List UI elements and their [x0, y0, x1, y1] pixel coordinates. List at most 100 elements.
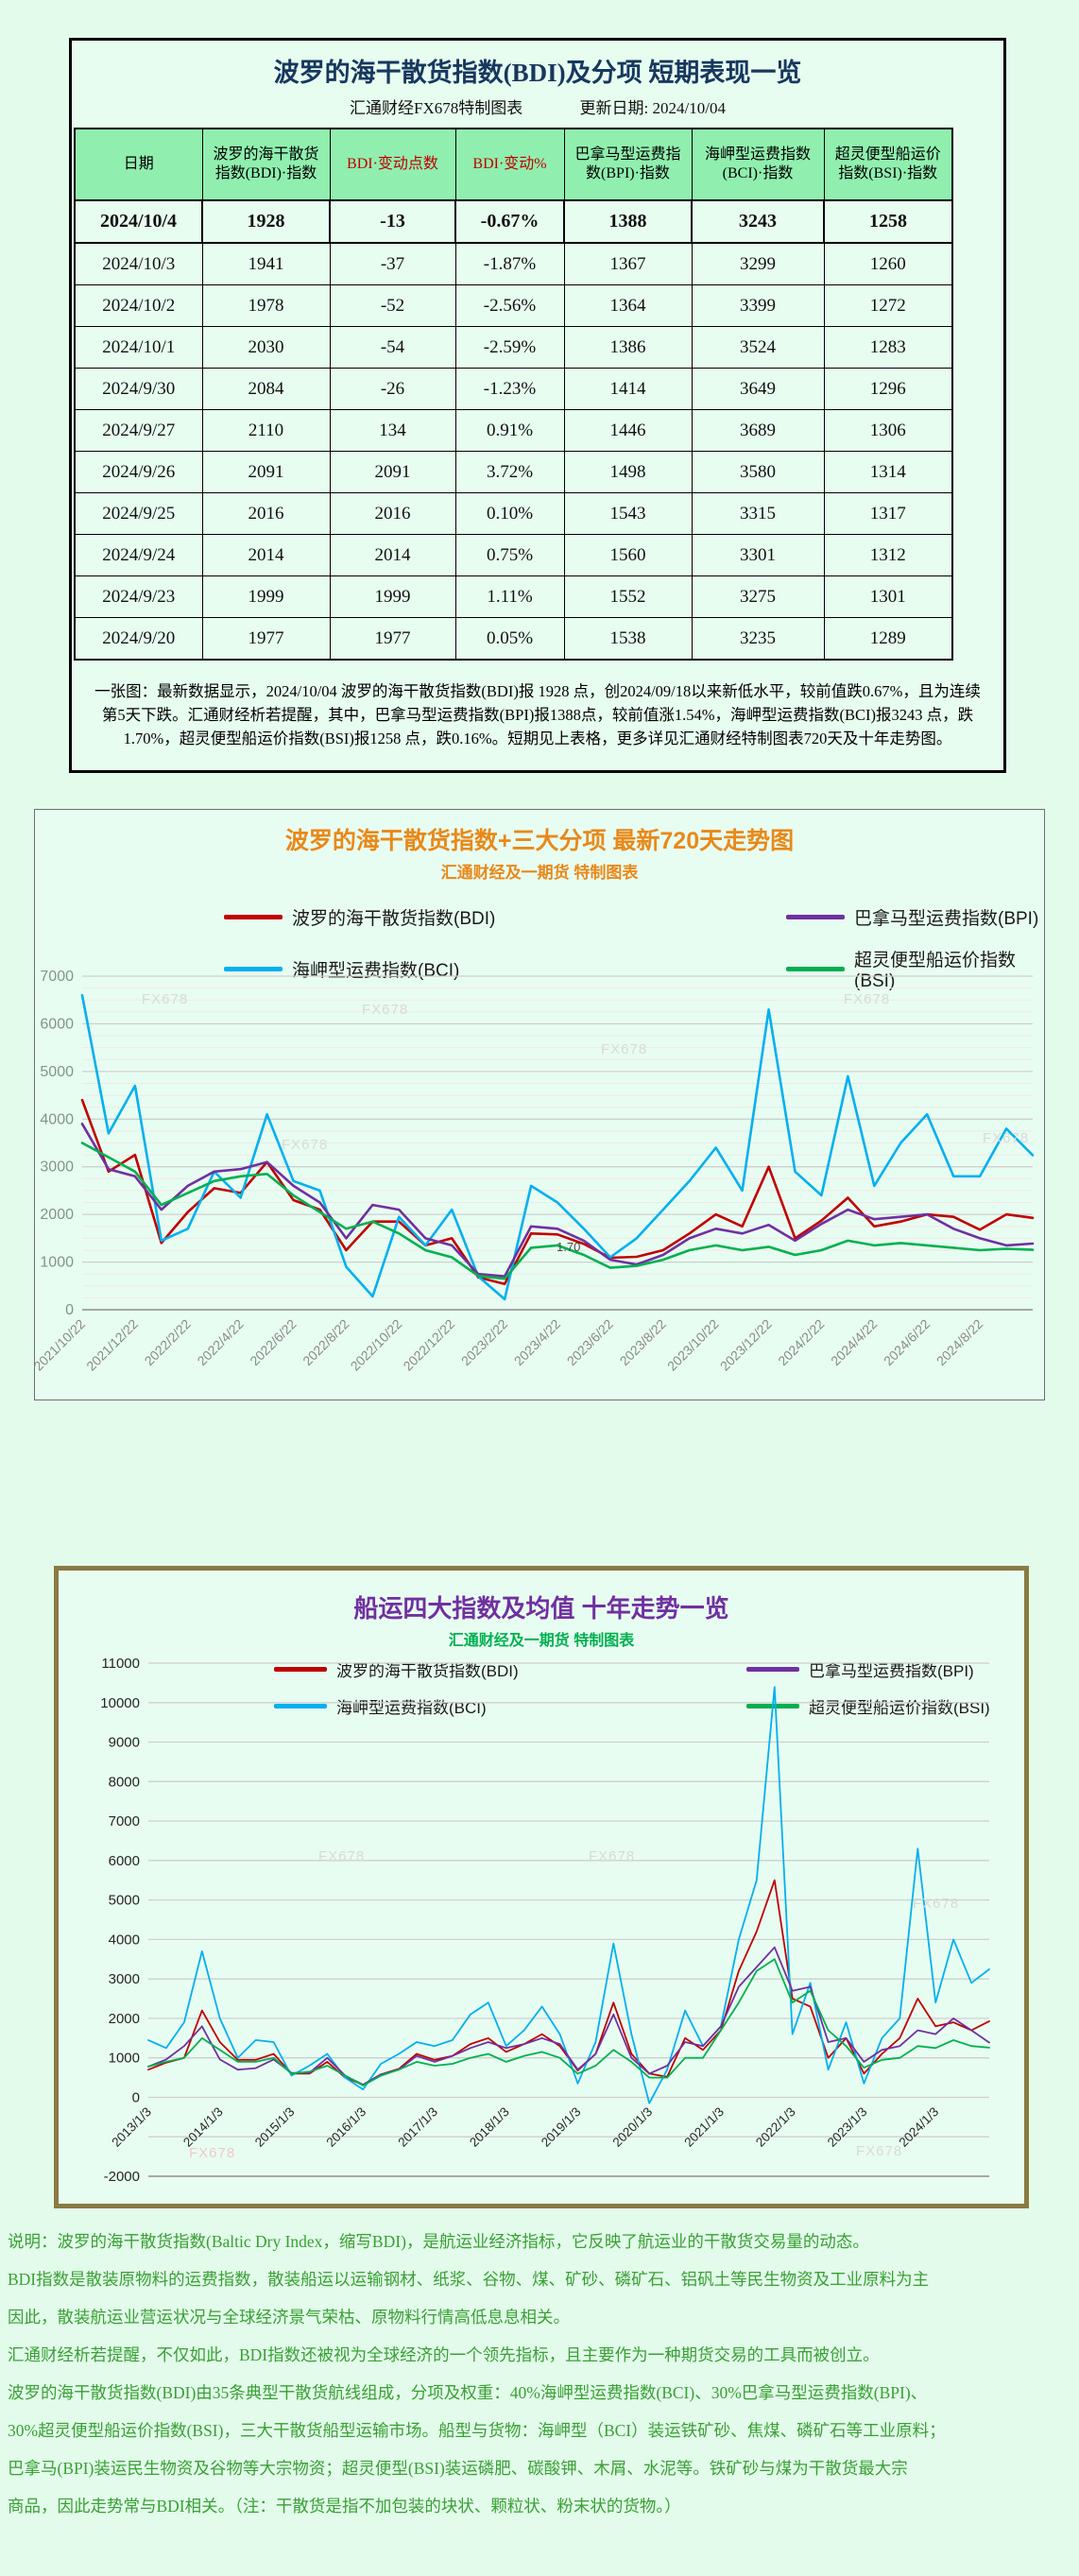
x-axis-tick-label: 2022/4/22: [194, 1316, 247, 1369]
chart-720d-panel: 波罗的海干散货指数+三大分项 最新720天走势图 汇通财经及一期货 特制图表 波…: [34, 809, 1045, 1400]
chart-10y-title: 船运四大指数及均值 十年走势一览: [353, 1594, 729, 1623]
table-row: 2024/10/3 1941 -37 -1.87% 1367 3299 1260: [74, 242, 953, 285]
series-line: [80, 1122, 1035, 1279]
svg-text:3000: 3000: [109, 1971, 140, 1987]
table-cell: 1283: [823, 326, 953, 369]
x-axis-tick-label: 2022/8/22: [300, 1316, 352, 1369]
svg-text:2000: 2000: [109, 2011, 140, 2027]
table-cell: -0.67%: [454, 199, 565, 244]
table-cell: 2110: [201, 409, 331, 452]
svg-text:1000: 1000: [40, 1255, 74, 1271]
series-line: [80, 1142, 1035, 1280]
explanation-line: BDI指数是散装原物料的运费指数，散装船运以运输钢材、纸浆、谷物、煤、矿砂、磷矿…: [8, 2270, 930, 2289]
table-cell: 2030: [201, 326, 331, 369]
svg-text:10000: 10000: [100, 1695, 140, 1711]
table-cell: 1543: [563, 492, 693, 535]
column-header: BDI·变动点数: [329, 128, 456, 201]
legend-label: 海岬型运费指数(BCI): [336, 1699, 487, 1717]
table-cell: 2024/9/30: [74, 368, 203, 410]
chart-10y-subtitle: 汇通财经及一期货 特制图表: [448, 1633, 635, 1649]
series-line: [80, 993, 1035, 1301]
explanation-line: 波罗的海干散货指数(BDI)由35条典型干散货航线组成，分项及权重：40%海岬型…: [8, 2383, 928, 2402]
legend-label: 超灵便型船运价指数(BSI): [809, 1699, 990, 1717]
svg-text:6000: 6000: [109, 1853, 140, 1869]
svg-text:2000: 2000: [40, 1207, 74, 1223]
table-cell: 2091: [329, 451, 456, 493]
legend-item: 波罗的海干散货指数(BDI): [274, 1657, 746, 1681]
x-axis-tick-label: 2022/2/22: [142, 1316, 195, 1369]
table-cell: 1928: [201, 199, 331, 244]
table-cell: 1414: [563, 368, 693, 410]
table-cell: 2016: [329, 492, 456, 535]
table-header-row: 日期 波罗的海干散货指数(BDI)·指数 BDI·变动点数 BDI·变动% 巴拿马型运费…: [74, 128, 953, 201]
table-cell: -52: [329, 284, 456, 327]
explanation-line: 巴拿马(BPI)装运民生物资及谷物等大宗物资；超灵便型(BSI)装运磷肥、碳酸钾…: [8, 2459, 908, 2478]
table-cell: 1941: [201, 242, 331, 285]
table-cell: 1999: [201, 575, 331, 618]
table-cell: 0.05%: [454, 617, 565, 661]
x-axis-tick-label: 2023/4/22: [511, 1316, 564, 1369]
x-axis-tick-label: 2019/1/3: [539, 2104, 584, 2150]
table-cell: 1306: [823, 409, 953, 452]
x-axis-tick-label: 2024/8/22: [933, 1316, 986, 1369]
table-cell: 2024/9/25: [74, 492, 203, 535]
legend-item: 巴拿马型运费指数(BPI): [786, 904, 1044, 930]
table-cell: 1386: [563, 326, 693, 369]
table-cell: 1364: [563, 284, 693, 327]
table-row: 2024/9/25 2016 2016 0.10% 1543 3315 1317: [74, 492, 953, 535]
table-summary-text: 一张图：最新数据显示，2024/10/04 波罗的海干散货指数(BDI)报 19…: [94, 682, 981, 747]
svg-text:4000: 4000: [40, 1111, 74, 1127]
update-date-label: 更新日期: 2024/10/04: [579, 99, 726, 117]
table-cell: 2024/10/3: [74, 242, 203, 285]
bdi-table-panel: 波罗的海干散货指数(BDI)及分项 短期表现一览 汇通财经FX678特制图表 更…: [69, 38, 1006, 773]
table-cell: 0.75%: [454, 534, 565, 576]
table-cell: -1.87%: [454, 242, 565, 285]
table-cell: 1446: [563, 409, 693, 452]
x-axis-tick-label: 2021/12/22: [83, 1316, 141, 1374]
table-cell: 3399: [691, 284, 825, 327]
table-cell: 2024/9/20: [74, 617, 203, 661]
stray-data-label: 1.70: [557, 1240, 581, 1254]
table-cell: 2024/10/1: [74, 326, 203, 369]
x-axis-tick-label: 2023/8/22: [617, 1316, 670, 1369]
table-cell: 2024/10/2: [74, 284, 203, 327]
table-cell: 1538: [563, 617, 693, 661]
table-cell: 1977: [329, 617, 456, 661]
table-cell: 2024/9/24: [74, 534, 203, 576]
svg-text:1000: 1000: [109, 2051, 140, 2067]
table-cell: 0.91%: [454, 409, 565, 452]
table-cell: 3301: [691, 534, 825, 576]
table-cell: 1999: [329, 575, 456, 618]
series-line: [147, 1946, 990, 2086]
table-cell: 2024/9/23: [74, 575, 203, 618]
legend-label: 巴拿马型运费指数(BPI): [854, 909, 1039, 929]
x-axis-tick-label: 2013/1/3: [109, 2104, 154, 2150]
x-axis-tick-label: 2020/1/3: [610, 2104, 656, 2150]
x-axis-tick-label: 2023/10/22: [664, 1316, 722, 1374]
svg-text:11000: 11000: [101, 1656, 140, 1672]
table-cell: 1.11%: [454, 575, 565, 618]
table-cell: -2.56%: [454, 284, 565, 327]
legend-swatch-icon: [274, 1704, 327, 1709]
svg-text:3000: 3000: [40, 1159, 74, 1176]
table-cell: 3235: [691, 617, 825, 661]
table-cell: 1977: [201, 617, 331, 661]
table-cell: 1317: [823, 492, 953, 535]
x-axis-tick-label: 2024/6/22: [881, 1316, 933, 1369]
x-axis-tick-label: 2024/2/22: [775, 1316, 828, 1369]
table-panel-title: 波罗的海干散货指数(BDI)及分项 短期表现一览: [273, 59, 802, 87]
series-line: [147, 1686, 990, 2104]
x-axis-tick-label: 2024/4/22: [828, 1316, 881, 1369]
table-row: 2024/10/1 2030 -54 -2.59% 1386 3524 1283: [74, 326, 953, 369]
series-line: [80, 1098, 1035, 1286]
svg-text:7000: 7000: [109, 1813, 140, 1829]
table-cell: 1258: [823, 199, 953, 244]
table-cell: -13: [329, 199, 456, 244]
column-header: 巴拿马型运费指数(BPI)·指数: [563, 128, 693, 201]
svg-text:9000: 9000: [109, 1735, 140, 1751]
table-cell: 1978: [201, 284, 331, 327]
x-axis-tick-label: 2014/1/3: [180, 2104, 226, 2150]
x-axis-tick-label: 2023/12/22: [717, 1316, 775, 1374]
table-cell: -26: [329, 368, 456, 410]
